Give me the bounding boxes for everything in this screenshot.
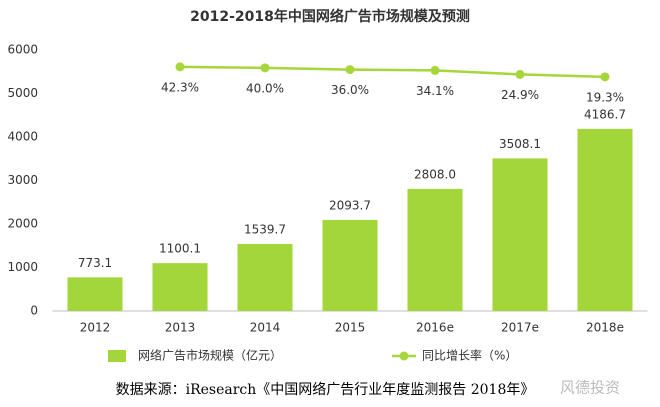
bar (492, 158, 548, 311)
bar-value-label: 3508.1 (499, 137, 541, 151)
watermark: 风德投资 (560, 379, 620, 397)
bar-value-label: 1539.7 (244, 223, 286, 237)
y-tick-label: 6000 (7, 43, 38, 57)
growth-point (260, 63, 270, 73)
growth-value-label: 42.3% (161, 80, 199, 94)
y-tick-label: 2000 (7, 217, 38, 231)
bar (152, 263, 208, 311)
bar (67, 277, 123, 311)
x-tick-label: 2015 (335, 321, 366, 335)
x-tick-label: 2012 (80, 321, 111, 335)
bar-value-label: 2093.7 (329, 198, 371, 212)
bar (407, 188, 463, 311)
growth-point (600, 72, 610, 82)
legend-label: 网络广告市场规模（亿元） (138, 348, 282, 363)
bar (237, 244, 293, 311)
x-tick-label: 2018e (586, 321, 624, 335)
growth-value-label: 24.9% (501, 88, 539, 102)
growth-point (430, 65, 440, 75)
growth-value-label: 34.1% (416, 84, 454, 98)
growth-point (515, 69, 525, 79)
bar-value-label: 773.1 (78, 256, 112, 270)
growth-value-label: 40.0% (246, 81, 284, 95)
x-tick-label: 2014 (250, 321, 281, 335)
y-tick-label: 5000 (7, 86, 38, 100)
chart-title: 2012-2018年中国网络广告市场规模及预测 (190, 8, 470, 25)
x-tick-label: 2016e (416, 321, 454, 335)
y-tick-label: 1000 (7, 260, 38, 274)
bar-value-label: 1100.1 (159, 242, 201, 256)
bar-value-label: 4186.7 (584, 107, 626, 121)
source-note: 数据来源：iResearch《中国网络广告行业年度监测报告 2018年》 (116, 382, 535, 398)
bar (577, 128, 633, 311)
growth-value-label: 19.3% (586, 90, 624, 104)
y-tick-label: 0 (30, 304, 38, 318)
y-tick-label: 3000 (7, 173, 38, 187)
growth-line (179, 65, 606, 79)
growth-point (175, 62, 185, 72)
growth-point (345, 65, 355, 75)
legend-swatch (399, 351, 409, 361)
legend-label: 同比增长率（%） (422, 348, 517, 363)
x-tick-label: 2017e (501, 321, 539, 335)
bar-value-label: 2808.0 (414, 167, 456, 181)
x-tick-label: 2013 (165, 321, 196, 335)
bar (322, 219, 378, 311)
growth-value-label: 36.0% (331, 83, 369, 97)
y-tick-label: 4000 (7, 130, 38, 144)
legend-swatch (108, 350, 126, 362)
